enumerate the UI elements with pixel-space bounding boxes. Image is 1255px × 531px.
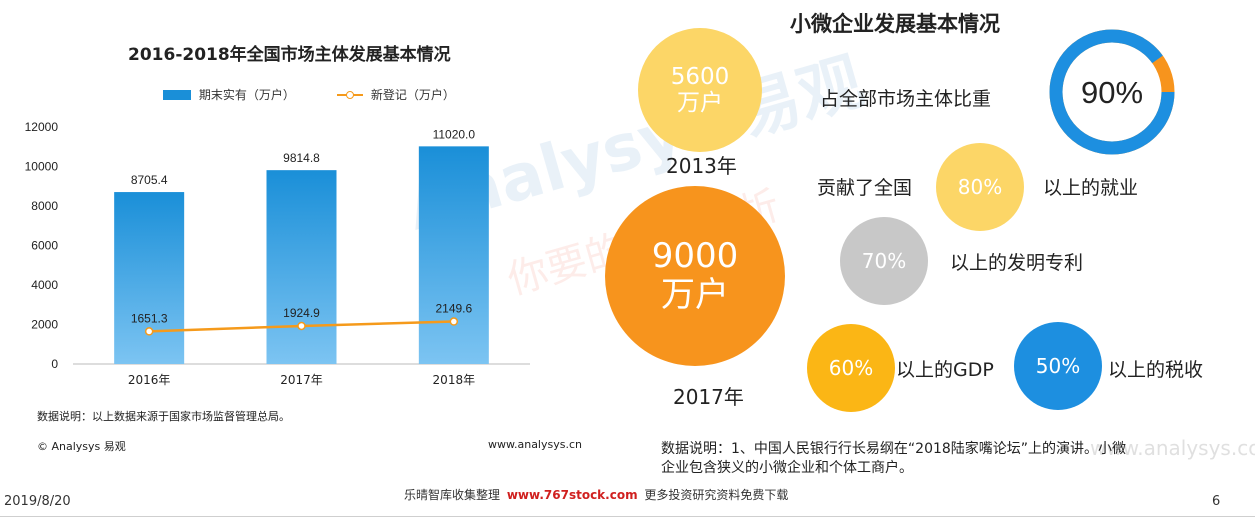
year-2013: 2013年	[666, 154, 737, 178]
circle-2013-value: 5600	[670, 63, 730, 90]
tax-circle: 50%	[1014, 322, 1102, 410]
y-tick-label: 10000	[25, 160, 59, 174]
line-value-label: 2149.6	[435, 302, 472, 316]
x-tick-label: 2017年	[280, 373, 323, 387]
bar-value-label: 8705.4	[131, 173, 168, 187]
footer-source-prefix: 乐晴智库收集整理	[404, 488, 501, 502]
legend-line-swatch	[337, 90, 363, 100]
patent-value: 70%	[861, 248, 907, 273]
employment-value: 80%	[957, 174, 1003, 199]
employment-prefix: 贡献了全国	[817, 177, 913, 199]
tax-label: 以上的税收	[1108, 359, 1204, 381]
y-tick-label: 12000	[25, 120, 59, 134]
legend-bar: 期末实有（万户）	[163, 86, 295, 103]
line-point-3	[449, 317, 459, 326]
circle-2013: 5600 万户	[638, 28, 762, 152]
circle-2017: 9000 万户	[605, 186, 785, 366]
data-note: 数据说明：以上数据来源于国家市场监督管理总局。	[37, 410, 290, 423]
bar-value-label: 9814.8	[283, 151, 320, 165]
bar-2	[266, 170, 337, 364]
bar-1	[114, 192, 185, 364]
tax-value: 50%	[1035, 353, 1081, 378]
page-number: 6	[1212, 494, 1221, 509]
x-tick-label: 2016年	[128, 373, 171, 387]
gdp-circle: 60%	[807, 324, 895, 412]
website: www.analysys.cn	[488, 438, 582, 451]
right-data-note-line2: 企业包含狭义的小微企业和个体工商户。	[661, 460, 913, 476]
y-tick-label: 6000	[31, 239, 58, 253]
bar-value-label: 11020.0	[433, 127, 476, 141]
employment-label: 以上的就业	[1043, 177, 1139, 199]
footer-link[interactable]: www.767stock.com	[506, 488, 638, 502]
legend-line-label: 新登记（万户）	[370, 88, 455, 102]
footer-source-suffix: 更多投资研究资料免费下载	[644, 488, 789, 502]
footer-divider	[0, 516, 1255, 517]
y-tick-label: 0	[51, 357, 58, 371]
circle-2017-unit: 万户	[661, 275, 729, 315]
right-panel-title: 小微企业发展基本情况	[790, 12, 1000, 36]
line-point-2	[297, 321, 306, 331]
y-tick-label: 4000	[31, 278, 58, 292]
patent-label: 以上的发明专利	[950, 252, 1084, 274]
circle-2017-value: 9000	[651, 235, 739, 276]
line-value-label: 1651.3	[131, 311, 168, 325]
line-value-label: 1924.9	[283, 306, 320, 320]
legend-bar-label: 期末实有（万户）	[198, 88, 295, 102]
bar-3	[418, 146, 489, 364]
copyright: © Analysys 易观	[37, 440, 126, 453]
footer-source: 乐晴智库收集整理 www.767stock.com 更多投资研究资料免费下载	[404, 486, 788, 503]
y-tick-label: 2000	[31, 318, 58, 332]
watermark-side: www.analysys.com	[1090, 436, 1255, 460]
footer-date: 2019/8/20	[4, 494, 71, 509]
share-value: 90%	[1081, 75, 1143, 110]
x-tick-label: 2018年	[433, 373, 476, 387]
line-point-1	[144, 327, 154, 336]
legend-line: 新登记（万户）	[337, 86, 455, 103]
employment-circle: 80%	[936, 143, 1024, 231]
right-data-note-line1: 数据说明：1、中国人民银行行长易纲在“2018陆家嘴论坛”上的演讲。小微	[661, 441, 1127, 457]
right-data-note: 数据说明：1、中国人民银行行长易纲在“2018陆家嘴论坛”上的演讲。小微 企业包…	[661, 440, 1126, 478]
chart-title: 2016-2018年全国市场主体发展基本情况	[128, 45, 451, 65]
legend-bar-swatch	[163, 89, 191, 100]
share-ring-value	[1049, 29, 1175, 155]
circle-2013-unit: 万户	[677, 90, 723, 116]
gdp-label: 以上的GDP	[896, 359, 994, 381]
patent-circle: 70%	[840, 217, 928, 305]
share-label: 占全部市场主体比重	[820, 88, 992, 110]
gdp-value: 60%	[828, 355, 874, 380]
share-ring-chart: 90%	[1049, 29, 1175, 155]
year-2017: 2017年	[673, 385, 744, 409]
y-tick-label: 8000	[31, 199, 58, 213]
